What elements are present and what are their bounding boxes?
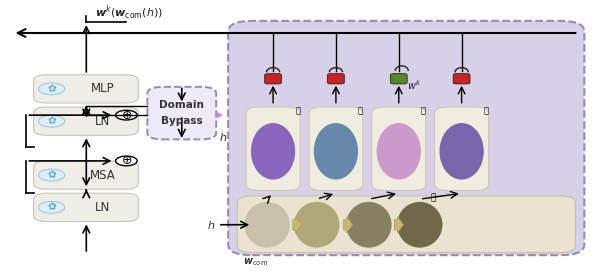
Text: 🔥: 🔥 [484, 107, 488, 116]
Ellipse shape [397, 202, 442, 248]
Text: $h$: $h$ [219, 131, 227, 143]
Text: MLP: MLP [91, 82, 114, 95]
Text: LN: LN [95, 115, 110, 128]
Text: Domain: Domain [160, 100, 204, 110]
FancyBboxPatch shape [391, 74, 407, 84]
Circle shape [38, 202, 65, 213]
FancyBboxPatch shape [34, 107, 139, 135]
FancyBboxPatch shape [228, 21, 584, 255]
Ellipse shape [244, 202, 290, 248]
FancyBboxPatch shape [265, 74, 281, 84]
FancyBboxPatch shape [246, 107, 300, 191]
Circle shape [116, 156, 137, 166]
Text: 🔥: 🔥 [430, 193, 436, 202]
FancyBboxPatch shape [34, 161, 139, 189]
Circle shape [38, 83, 65, 95]
FancyBboxPatch shape [34, 75, 139, 103]
Text: ✿: ✿ [47, 84, 56, 94]
FancyBboxPatch shape [328, 74, 344, 84]
Text: ✿: ✿ [47, 202, 56, 212]
Text: ✿: ✿ [47, 170, 56, 180]
Text: $\boldsymbol{w}_{\mathrm{com}}$: $\boldsymbol{w}_{\mathrm{com}}$ [243, 256, 268, 268]
FancyBboxPatch shape [372, 107, 426, 191]
FancyBboxPatch shape [237, 196, 575, 252]
Circle shape [38, 115, 65, 127]
FancyArrow shape [344, 217, 353, 233]
Ellipse shape [377, 123, 421, 180]
Text: $\oplus$: $\oplus$ [121, 154, 132, 168]
Text: MSA: MSA [89, 169, 115, 181]
Text: 🔥: 🔥 [358, 107, 363, 116]
Text: $\oplus$: $\oplus$ [121, 109, 132, 122]
Text: ✿: ✿ [47, 116, 56, 126]
FancyBboxPatch shape [434, 107, 488, 191]
FancyArrow shape [395, 217, 404, 233]
Text: $w^k$: $w^k$ [407, 79, 421, 92]
Ellipse shape [314, 123, 358, 180]
FancyBboxPatch shape [309, 107, 363, 191]
Text: $\boldsymbol{w}^k(\boldsymbol{w}_{\mathrm{com}}(h))$: $\boldsymbol{w}^k(\boldsymbol{w}_{\mathr… [95, 4, 163, 22]
Text: 🔥: 🔥 [421, 107, 426, 116]
FancyArrow shape [293, 217, 302, 233]
Text: $h$: $h$ [207, 219, 215, 231]
Circle shape [116, 110, 137, 120]
Text: Bypass: Bypass [161, 116, 203, 126]
FancyBboxPatch shape [148, 87, 216, 139]
Ellipse shape [346, 202, 392, 248]
Circle shape [38, 169, 65, 181]
Ellipse shape [294, 202, 340, 248]
Text: LN: LN [95, 201, 110, 214]
Ellipse shape [439, 123, 484, 180]
FancyBboxPatch shape [34, 193, 139, 221]
Text: 🔥: 🔥 [295, 107, 300, 116]
FancyBboxPatch shape [453, 74, 470, 84]
Ellipse shape [251, 123, 295, 180]
